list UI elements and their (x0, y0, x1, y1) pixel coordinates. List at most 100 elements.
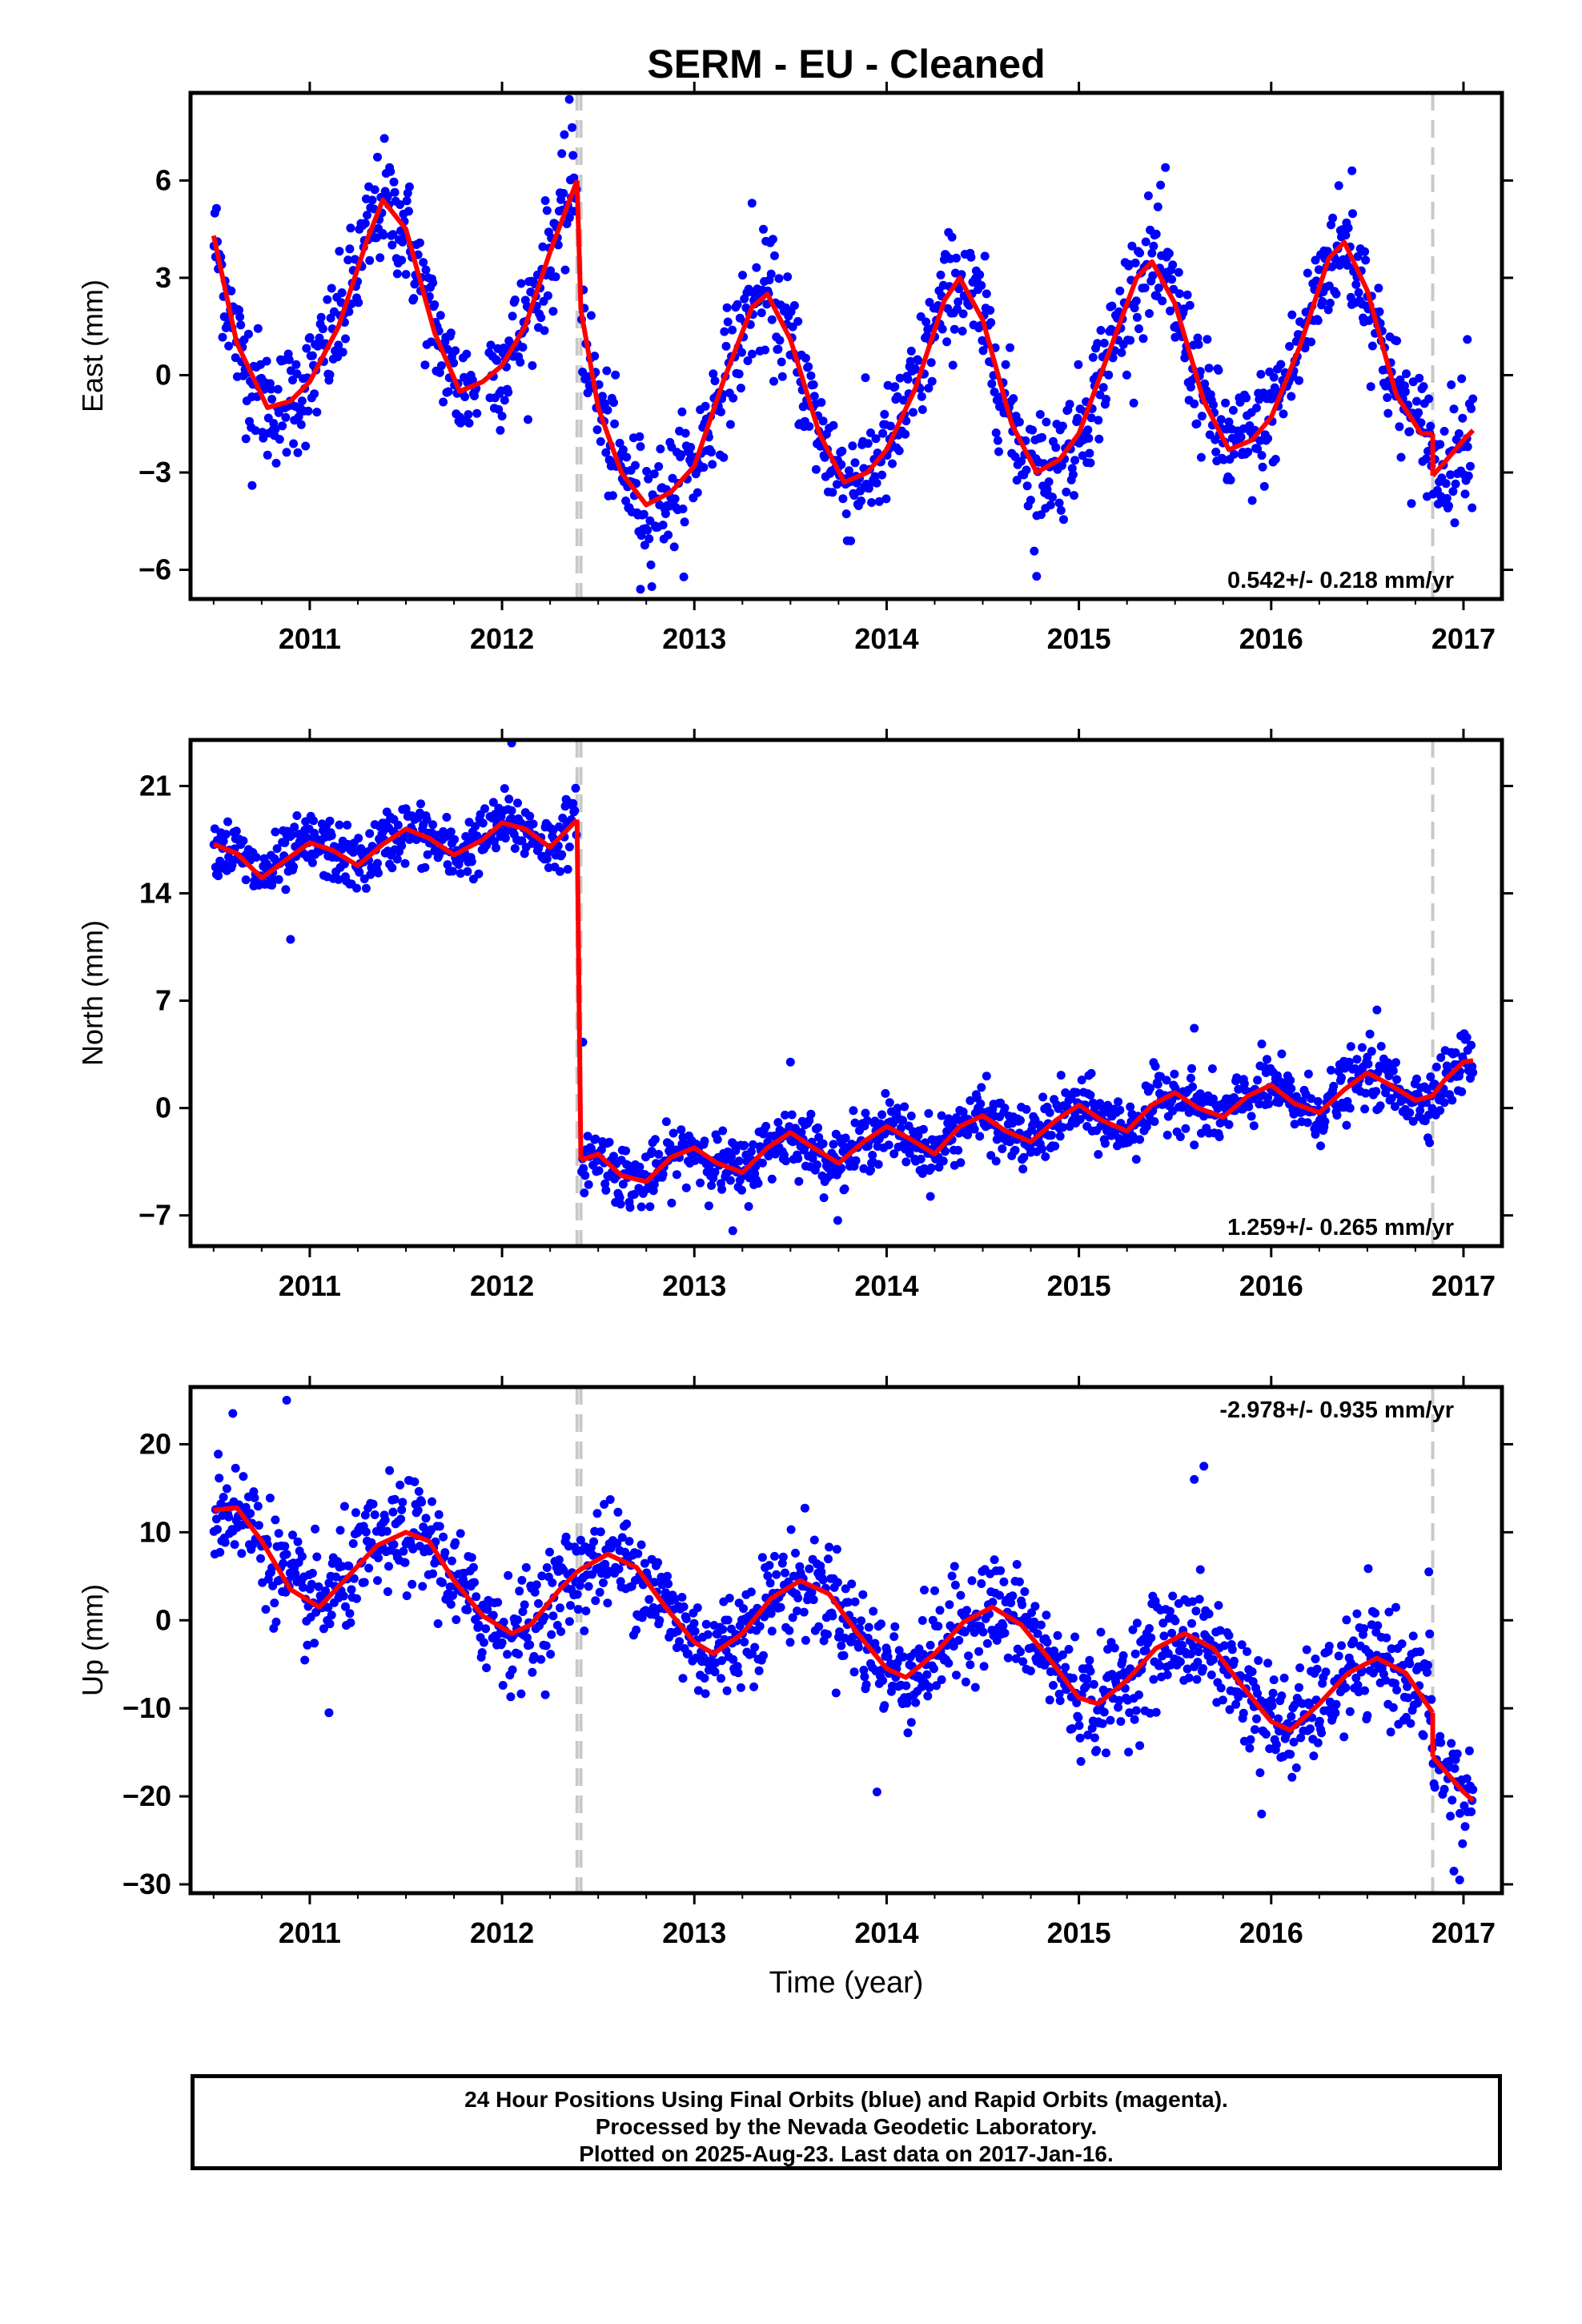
data-point (766, 269, 776, 279)
data-point (733, 300, 742, 309)
data-point (392, 269, 402, 279)
data-point (1402, 1712, 1411, 1722)
data-point (434, 1510, 444, 1519)
data-point (265, 1494, 275, 1503)
data-point (545, 1547, 554, 1557)
data-point (1423, 1660, 1432, 1670)
data-point (1396, 452, 1406, 462)
data-point (850, 458, 860, 468)
data-point (770, 251, 779, 260)
data-point (1042, 1638, 1052, 1647)
data-point (1314, 265, 1323, 275)
data-point (1313, 316, 1323, 325)
data-point (1089, 1679, 1098, 1689)
data-point (1200, 379, 1210, 388)
data-point (832, 480, 841, 489)
data-point (1302, 1645, 1311, 1655)
data-point (468, 376, 477, 385)
data-point (649, 1578, 659, 1587)
data-point (1277, 1049, 1287, 1059)
data-point (1352, 1055, 1362, 1064)
model-fit-line (211, 179, 580, 410)
data-point (478, 818, 488, 828)
y-tick-label: 20 (139, 1427, 171, 1460)
data-point (713, 1135, 722, 1144)
data-point (999, 1577, 1009, 1586)
footer-line-2: Processed by the Nevada Geodetic Laborat… (595, 2114, 1098, 2139)
data-point (807, 1588, 817, 1598)
data-point (275, 435, 284, 444)
data-point (1163, 1649, 1173, 1659)
data-point (335, 247, 344, 256)
data-point (1365, 1029, 1375, 1039)
data-point (213, 1525, 222, 1534)
x-tick-label: 2015 (1047, 1916, 1111, 1949)
data-point (373, 858, 382, 868)
data-point (1381, 1088, 1391, 1098)
data-point (1099, 1707, 1109, 1717)
data-point (1286, 1076, 1295, 1085)
data-point (274, 408, 283, 417)
data-point (214, 871, 223, 881)
data-point (1207, 1671, 1216, 1679)
data-point (1449, 404, 1459, 414)
data-point (1332, 1111, 1342, 1120)
data-point (1449, 1867, 1459, 1876)
data-point (1168, 1591, 1178, 1601)
data-point (499, 1618, 508, 1626)
data-point (221, 830, 231, 839)
data-point (1324, 1642, 1334, 1651)
model-fit-line (580, 1058, 1474, 1184)
data-point (1277, 1691, 1287, 1701)
data-point (500, 784, 509, 794)
data-point (1012, 476, 1022, 485)
data-point (570, 806, 580, 815)
y-axis-label: North (mm) (76, 920, 109, 1066)
data-point (1257, 1809, 1267, 1819)
data-point (975, 1132, 985, 1141)
data-point (746, 1587, 756, 1597)
data-point (1246, 1735, 1255, 1744)
y-tick-label: 14 (139, 877, 171, 910)
data-point (1017, 456, 1026, 466)
data-point (949, 1642, 958, 1651)
data-point (1114, 1097, 1123, 1107)
data-point (280, 1542, 290, 1551)
data-point (297, 396, 307, 406)
data-point (794, 1176, 804, 1186)
data-point (1313, 1738, 1323, 1747)
data-point (251, 426, 260, 436)
data-point (950, 1562, 959, 1571)
data-point (708, 460, 717, 469)
velocity-label: 0.542+/- 0.218 mm/yr (1227, 568, 1454, 593)
data-point (307, 351, 317, 360)
data-point (1130, 1649, 1140, 1659)
data-point (1209, 1655, 1218, 1664)
data-point (1372, 1005, 1382, 1015)
data-point (569, 173, 579, 183)
data-point (749, 1140, 757, 1149)
data-point (1162, 1130, 1172, 1140)
data-point (1255, 1768, 1265, 1778)
data-point (746, 1147, 756, 1156)
x-tick-label: 2011 (279, 1269, 341, 1302)
data-point (1447, 1739, 1456, 1748)
data-point (1237, 1640, 1247, 1650)
data-point (770, 1551, 779, 1561)
data-point (1323, 305, 1333, 315)
data-point (917, 392, 926, 401)
data-point (717, 1656, 727, 1666)
data-point (818, 1575, 828, 1585)
x-tick-label: 2015 (1047, 622, 1111, 655)
data-point (632, 1625, 641, 1634)
data-point (1204, 364, 1214, 373)
data-point (667, 1198, 677, 1208)
data-point (1048, 493, 1057, 502)
data-point (1016, 1647, 1025, 1657)
data-point (446, 1599, 456, 1609)
data-point (801, 1635, 810, 1645)
data-point (1186, 382, 1195, 392)
data-point (986, 306, 995, 315)
data-point (1216, 415, 1226, 424)
